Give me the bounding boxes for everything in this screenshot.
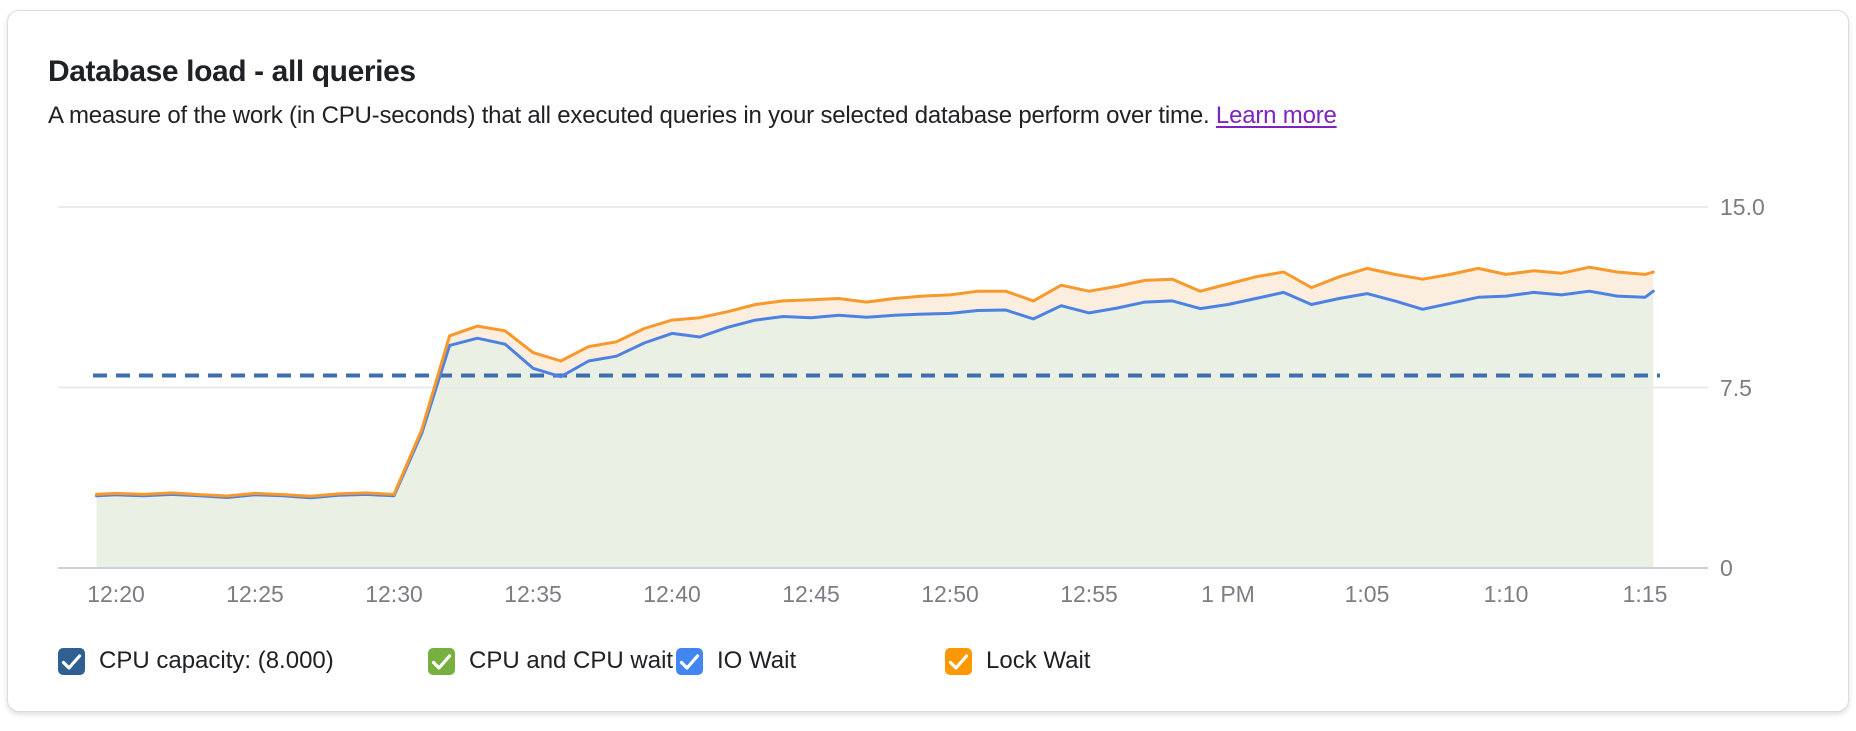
y-tick-label: 15.0 (1720, 194, 1765, 220)
x-tick-label: 12:30 (365, 581, 423, 607)
x-tick-label: 12:25 (226, 581, 284, 607)
x-tick-label: 12:20 (87, 581, 145, 607)
legend-item-lock-wait[interactable]: Lock Wait (945, 647, 1090, 675)
checkmark-icon (948, 653, 969, 670)
legend-checkbox-icon[interactable] (58, 647, 85, 675)
y-tick-label: 7.5 (1720, 374, 1752, 401)
x-tick-label: 12:45 (782, 581, 840, 607)
database-load-card: Database load - all queries A measure of… (7, 10, 1849, 712)
x-tick-label: 1:05 (1344, 581, 1390, 607)
x-tick-label: 12:55 (1060, 581, 1118, 607)
page-title: Database load - all queries (48, 55, 416, 88)
card-subtitle: A measure of the work (in CPU-seconds) t… (48, 99, 1337, 133)
database-load-chart[interactable] (8, 11, 1856, 731)
chart-legend: CPU capacity: (8.000) CPU and CPU wait IO … (8, 647, 1850, 679)
learn-more-link[interactable]: Learn more (1215, 102, 1337, 129)
legend-checkbox-icon[interactable] (676, 647, 703, 675)
checkmark-icon (431, 653, 452, 670)
legend-item-io-wait[interactable]: IO Wait (676, 647, 796, 675)
x-tick-label: 1:10 (1483, 581, 1529, 607)
x-tick-label: 12:40 (643, 581, 701, 607)
lock-wait-line (95, 265, 1655, 498)
lock-wait-area-fill (96, 267, 1654, 498)
legend-checkbox-icon[interactable] (428, 647, 455, 675)
y-tick-label: 0 (1720, 555, 1733, 581)
checkmark-icon (61, 653, 82, 670)
legend-label: CPU and CPU wait (469, 647, 674, 674)
cpu-wait-area-fill (96, 291, 1654, 568)
legend-item-cpu-and-cpu-wait[interactable]: CPU and CPU wait (428, 647, 673, 675)
x-tick-label: 12:35 (504, 581, 562, 607)
x-tick-label: 12:50 (921, 581, 979, 607)
x-tick-label: 1:15 (1622, 581, 1668, 607)
subtitle-text: A measure of the work (in CPU-seconds) t… (48, 102, 1210, 129)
checkmark-icon (679, 653, 700, 670)
legend-checkbox-icon[interactable] (945, 647, 972, 675)
legend-label: Lock Wait (986, 647, 1091, 674)
legend-label: IO Wait (717, 647, 797, 674)
x-tick-label: 1 PM (1201, 581, 1255, 607)
legend-item-cpu-capacity-8-000[interactable]: CPU capacity: (8.000) (58, 647, 334, 675)
legend-label: CPU capacity: (8.000) (99, 647, 334, 674)
